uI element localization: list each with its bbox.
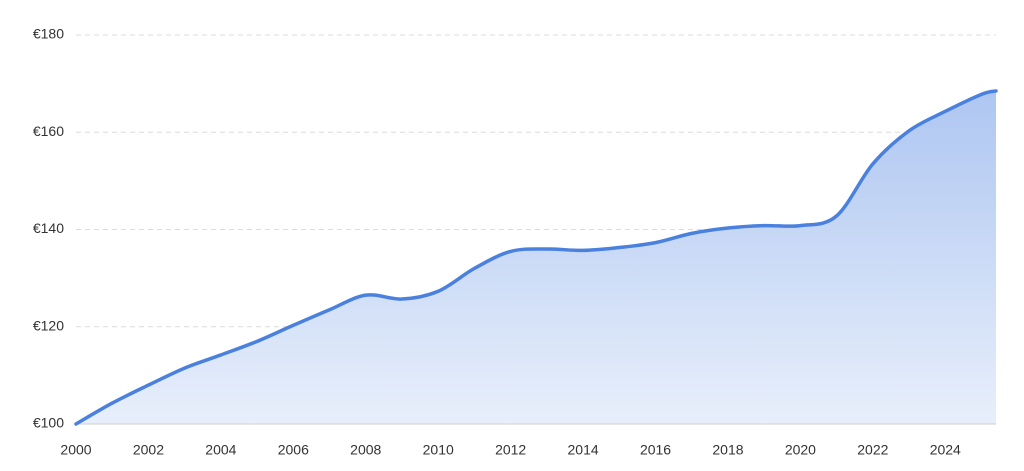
x-tick-label: 2024 [930, 442, 961, 458]
line [74, 89, 998, 426]
x-tick-label: 2006 [278, 442, 309, 458]
x-tick-label: 2002 [133, 442, 164, 458]
x-tick-label: 2004 [205, 442, 236, 458]
x-tick-label: 2022 [857, 442, 888, 458]
x-tick-label: 2010 [423, 442, 454, 458]
x-tick-label: 2014 [568, 442, 599, 458]
area [76, 90, 996, 424]
y-tick-label: €180 [33, 26, 64, 42]
x-tick-label: 2000 [60, 442, 91, 458]
y-tick-label: €140 [33, 220, 64, 236]
x-tick-label: 2018 [712, 442, 743, 458]
x-tick-label: 2020 [785, 442, 816, 458]
x-tick-label: 2008 [350, 442, 381, 458]
x-tick-label: 2012 [495, 442, 526, 458]
y-tick-label: €100 [33, 415, 64, 431]
y-tick-label: €160 [33, 123, 64, 139]
y-tick-label: €120 [33, 317, 64, 333]
x-tick-label: 2016 [640, 442, 671, 458]
